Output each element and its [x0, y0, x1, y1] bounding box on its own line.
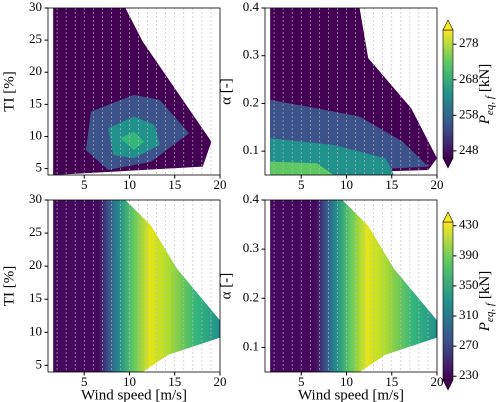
x-tick-label: 10 [340, 374, 353, 389]
colorbar-extend-low [442, 379, 454, 391]
colorbar-label-main: P [477, 322, 493, 332]
colorbar-label-main: P [477, 115, 493, 125]
y-axis-label: TI [%] [1, 266, 17, 306]
y-tick-label: 15 [29, 290, 42, 305]
y-tick-label: 30 [29, 0, 42, 14]
x-tick-label: 15 [168, 374, 181, 389]
plot-frame [264, 7, 438, 176]
colorbar-tick-label: 430 [459, 217, 479, 232]
y-tick-label: 20 [29, 63, 42, 78]
x-tick-label: 20 [214, 374, 227, 389]
colorbar-tick-label: 258 [459, 106, 479, 121]
y-tick-label: 10 [29, 323, 42, 338]
x-tick-label: 10 [123, 177, 136, 192]
colorbar-label-unit: [kN] [477, 271, 493, 299]
colorbar-extend-high [442, 19, 454, 31]
x-tick-label: 5 [81, 374, 88, 389]
x-axis-label: Wind speed [m/s] [298, 387, 404, 402]
colorbar-label: Peq, f [kN] [477, 271, 495, 332]
colorbar-tick-label: 270 [459, 337, 479, 352]
y-tick-label: 20 [29, 257, 42, 272]
y-tick-label: 0.2 [243, 94, 259, 109]
x-tick-label: 15 [168, 177, 181, 192]
colorbar [442, 29, 454, 159]
colorbar-tick-label: 390 [459, 247, 479, 262]
y-tick-label: 0.4 [243, 191, 260, 206]
y-tick-label: 25 [29, 31, 42, 46]
contour-region [53, 200, 220, 372]
y-axis-label: α [-] [218, 273, 234, 300]
y-axis-label: α [-] [218, 78, 234, 105]
x-tick-label: 5 [298, 177, 305, 192]
y-tick-label: 0.1 [243, 338, 259, 353]
y-tick-label: 15 [29, 95, 42, 110]
y-tick-label: 5 [36, 160, 43, 175]
y-tick-label: 10 [29, 127, 42, 142]
colorbar-extend-low [442, 157, 454, 169]
y-tick-label: 0.2 [243, 289, 259, 304]
contour-region [270, 161, 334, 175]
x-tick-label: 10 [340, 177, 353, 192]
y-tick-label: 0.3 [243, 47, 259, 62]
colorbar-tick-label: 248 [459, 142, 479, 157]
contour-region [270, 200, 437, 372]
colorbar-tick-label: 350 [459, 277, 479, 292]
colorbar-extend-high [442, 211, 454, 223]
y-tick-label: 30 [29, 191, 42, 206]
x-tick-label: 20 [214, 177, 227, 192]
colorbar-tick-label: 230 [459, 367, 479, 382]
plot-frame [47, 199, 221, 373]
colorbar-label-unit: [kN] [477, 64, 493, 92]
x-tick-label: 15 [385, 177, 398, 192]
x-tick-label: 15 [385, 374, 398, 389]
x-tick-label: 20 [431, 177, 444, 192]
y-tick-label: 0.3 [243, 240, 259, 255]
x-tick-label: 10 [123, 374, 136, 389]
y-tick-label: 0.4 [243, 0, 260, 14]
plot-frame [47, 7, 221, 176]
colorbar [442, 221, 454, 381]
colorbar-tick-label: 268 [459, 71, 479, 86]
colorbar-tick-label: 310 [459, 307, 479, 322]
y-axis-label: TI [%] [1, 71, 17, 111]
colorbar-tick-label: 278 [459, 35, 479, 50]
x-tick-label: 20 [431, 374, 444, 389]
colorbar-label-sub: eq, f [484, 301, 496, 322]
colorbar-label: Peq, f [kN] [477, 64, 495, 125]
colorbar-label-sub: eq, f [484, 94, 496, 115]
y-tick-label: 5 [36, 356, 43, 371]
x-axis-label: Wind speed [m/s] [81, 387, 187, 402]
x-tick-label: 5 [298, 374, 305, 389]
plot-frame [264, 199, 438, 373]
y-tick-label: 25 [29, 224, 42, 239]
x-tick-label: 5 [81, 177, 88, 192]
y-tick-label: 0.1 [243, 142, 259, 157]
